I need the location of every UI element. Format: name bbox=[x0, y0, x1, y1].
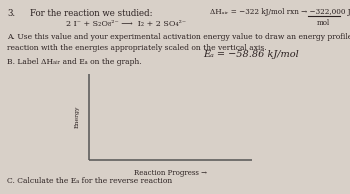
Text: ΔHₐᵢᵣ = −322 kJ/mol rxn → −322,000 J: ΔHₐᵢᵣ = −322 kJ/mol rxn → −322,000 J bbox=[210, 8, 350, 16]
Text: 2 I⁻ + S₂O₈²⁻ ⟶  I₂ + 2 SO₄²⁻: 2 I⁻ + S₂O₈²⁻ ⟶ I₂ + 2 SO₄²⁻ bbox=[66, 20, 187, 28]
Text: Energy: Energy bbox=[75, 106, 79, 128]
Text: Eₐ = −58.86 kJ/mol: Eₐ = −58.86 kJ/mol bbox=[203, 50, 299, 59]
Text: For the reaction we studied:: For the reaction we studied: bbox=[30, 9, 152, 18]
Text: mol: mol bbox=[317, 19, 330, 27]
Text: A. Use this value and your experimental activation energy value to draw an energ: A. Use this value and your experimental … bbox=[7, 33, 350, 41]
Text: B. Label ΔHₐᵢᵣ and Eₐ on the graph.: B. Label ΔHₐᵢᵣ and Eₐ on the graph. bbox=[7, 58, 142, 66]
Text: reaction with the energies appropriately scaled on the vertical axis.: reaction with the energies appropriately… bbox=[7, 44, 267, 52]
Text: C. Calculate the Eₐ for the reverse reaction: C. Calculate the Eₐ for the reverse reac… bbox=[7, 177, 172, 184]
Text: 3.: 3. bbox=[7, 9, 15, 18]
Text: Reaction Progress →: Reaction Progress → bbox=[134, 169, 207, 177]
